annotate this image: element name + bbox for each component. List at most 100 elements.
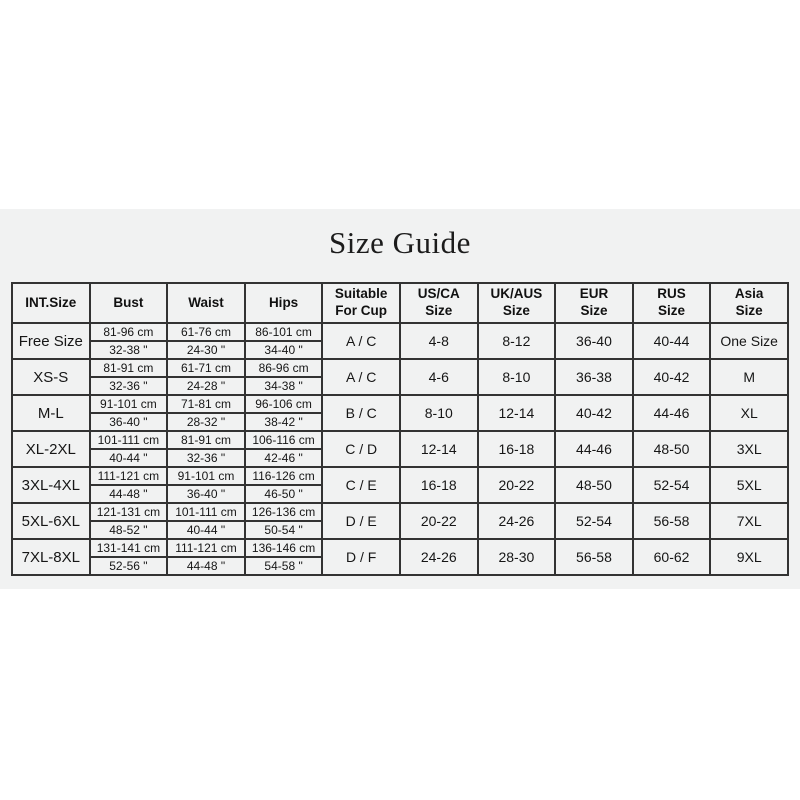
cell-eur-size: 36-38 <box>554 358 634 396</box>
cell-hips-cm: 136-146 cm <box>243 538 324 558</box>
cell-asia-size: One Size <box>709 322 789 360</box>
cell-uk-aus-size: 28-30 <box>476 538 557 576</box>
cell-hips-in: 34-40 " <box>243 340 324 360</box>
cell-suitable-cup: D / F <box>321 538 401 576</box>
cell-asia-size: M <box>709 358 789 396</box>
cell-suitable-cup: A / C <box>321 358 401 396</box>
cell-hips-in: 34-38 " <box>243 376 324 396</box>
cell-eur-size: 40-42 <box>554 394 634 432</box>
size-guide-panel: Size Guide INT.Size Bust Waist Hips Suitable… <box>0 209 800 589</box>
cell-eur-size: 56-58 <box>554 538 634 576</box>
cell-bust-cm: 111-121 cm <box>88 466 169 486</box>
cell-waist-cm: 101-111 cm <box>166 502 246 522</box>
cell-us-ca-size: 4-8 <box>398 322 479 360</box>
cell-rus-size: 40-42 <box>631 358 712 396</box>
cell-waist-cm: 61-71 cm <box>166 358 246 378</box>
cell-us-ca-size: 12-14 <box>398 430 479 468</box>
cell-waist-in: 32-36 " <box>166 448 246 468</box>
cell-bust-cm: 131-141 cm <box>88 538 169 558</box>
cell-suitable-cup: D / E <box>321 502 401 540</box>
cell-hips-in: 50-54 " <box>243 520 324 540</box>
cell-hips-cm: 96-106 cm <box>243 394 324 414</box>
column-header-int-size: INT.Size <box>11 282 91 324</box>
cell-int-size: 3XL-4XL <box>11 466 91 504</box>
size-row-inches: 52-56 " 44-48 " 54-58 " <box>12 556 788 576</box>
cell-asia-size: 3XL <box>709 430 789 468</box>
cell-asia-size: 9XL <box>709 538 789 576</box>
column-header-rus-size: RUS Size <box>631 282 712 324</box>
size-guide-table: INT.Size Bust Waist Hips Suitable For Cup US/… <box>11 282 789 576</box>
cell-uk-aus-size: 8-10 <box>476 358 557 396</box>
cell-bust-cm: 121-131 cm <box>88 502 169 522</box>
header-row: INT.Size Bust Waist Hips Suitable For Cup US/… <box>11 282 789 324</box>
cell-bust-cm: 91-101 cm <box>88 394 169 414</box>
size-row-cm: 5XL-6XL 121-131 cm 101-111 cm 126-136 cm D /… <box>11 502 789 540</box>
size-row-inches: 48-52 " 40-44 " 50-54 " <box>12 520 788 540</box>
size-row-inches: 44-48 " 36-40 " 46-50 " <box>12 484 788 504</box>
size-row-inches: 36-40 " 28-32 " 38-42 " <box>12 412 788 432</box>
cell-asia-size: 7XL <box>709 502 789 540</box>
cell-rus-size: 40-44 <box>631 322 712 360</box>
column-header-suitable-for-cup: Suitable For Cup <box>321 282 401 324</box>
cell-rus-size: 44-46 <box>631 394 712 432</box>
cell-waist-cm: 71-81 cm <box>166 394 246 414</box>
cell-int-size: XL-2XL <box>11 430 91 468</box>
cell-us-ca-size: 20-22 <box>398 502 479 540</box>
size-row-inches: 32-38 " 24-30 " 34-40 " <box>12 340 788 360</box>
cell-waist-cm: 91-101 cm <box>166 466 246 486</box>
size-guide-title: Size Guide <box>329 225 471 260</box>
cell-us-ca-size: 24-26 <box>398 538 479 576</box>
cell-waist-in: 36-40 " <box>166 484 246 504</box>
cell-eur-size: 52-54 <box>554 502 634 540</box>
cell-waist-cm: 111-121 cm <box>166 538 246 558</box>
cell-hips-cm: 86-101 cm <box>243 322 324 342</box>
size-row-cm: M-L 91-101 cm 71-81 cm 96-106 cm B / C 8-10 12… <box>11 394 789 432</box>
cell-rus-size: 52-54 <box>631 466 712 504</box>
size-row-inches: 40-44 " 32-36 " 42-46 " <box>12 448 788 468</box>
cell-us-ca-size: 8-10 <box>398 394 479 432</box>
cell-rus-size: 48-50 <box>631 430 712 468</box>
size-row-cm: 3XL-4XL 111-121 cm 91-101 cm 116-126 cm C / … <box>11 466 789 504</box>
cell-bust-in: 44-48 " <box>88 484 169 504</box>
cell-suitable-cup: C / E <box>321 466 401 504</box>
size-row-inches: 32-36 " 24-28 " 34-38 " <box>12 376 788 396</box>
size-row-cm: XS-S 81-91 cm 61-71 cm 86-96 cm A / C 4-6 8-10… <box>11 358 789 396</box>
cell-hips-cm: 106-116 cm <box>243 430 324 450</box>
cell-suitable-cup: A / C <box>321 322 401 360</box>
cell-hips-cm: 116-126 cm <box>243 466 324 486</box>
cell-bust-in: 36-40 " <box>88 412 169 432</box>
cell-us-ca-size: 4-6 <box>398 358 479 396</box>
cell-eur-size: 48-50 <box>554 466 634 504</box>
column-header-eur-size: EUR Size <box>554 282 634 324</box>
cell-bust-in: 32-38 " <box>88 340 169 360</box>
cell-waist-cm: 61-76 cm <box>166 322 246 342</box>
column-header-bust: Bust <box>88 282 169 324</box>
cell-asia-size: XL <box>709 394 789 432</box>
column-header-uk-aus-size: UK/AUS Size <box>476 282 557 324</box>
cell-hips-in: 46-50 " <box>243 484 324 504</box>
cell-rus-size: 56-58 <box>631 502 712 540</box>
cell-waist-in: 44-48 " <box>166 556 246 576</box>
cell-bust-cm: 81-96 cm <box>88 322 169 342</box>
cell-waist-cm: 81-91 cm <box>166 430 246 450</box>
cell-bust-in: 32-36 " <box>88 376 169 396</box>
cell-uk-aus-size: 16-18 <box>476 430 557 468</box>
cell-eur-size: 36-40 <box>554 322 634 360</box>
cell-hips-in: 38-42 " <box>243 412 324 432</box>
cell-int-size: 5XL-6XL <box>11 502 91 540</box>
size-row-cm: 7XL-8XL 131-141 cm 111-121 cm 136-146 cm D /… <box>11 538 789 576</box>
cell-bust-cm: 101-111 cm <box>88 430 169 450</box>
cell-asia-size: 5XL <box>709 466 789 504</box>
cell-waist-in: 40-44 " <box>166 520 246 540</box>
table-header: INT.Size Bust Waist Hips Suitable For Cup US/… <box>11 282 789 324</box>
cell-uk-aus-size: 12-14 <box>476 394 557 432</box>
cell-hips-in: 54-58 " <box>243 556 324 576</box>
column-header-asia-size: Asia Size <box>709 282 789 324</box>
cell-int-size: Free Size <box>11 322 91 360</box>
cell-uk-aus-size: 8-12 <box>476 322 557 360</box>
cell-uk-aus-size: 24-26 <box>476 502 557 540</box>
cell-int-size: M-L <box>11 394 91 432</box>
